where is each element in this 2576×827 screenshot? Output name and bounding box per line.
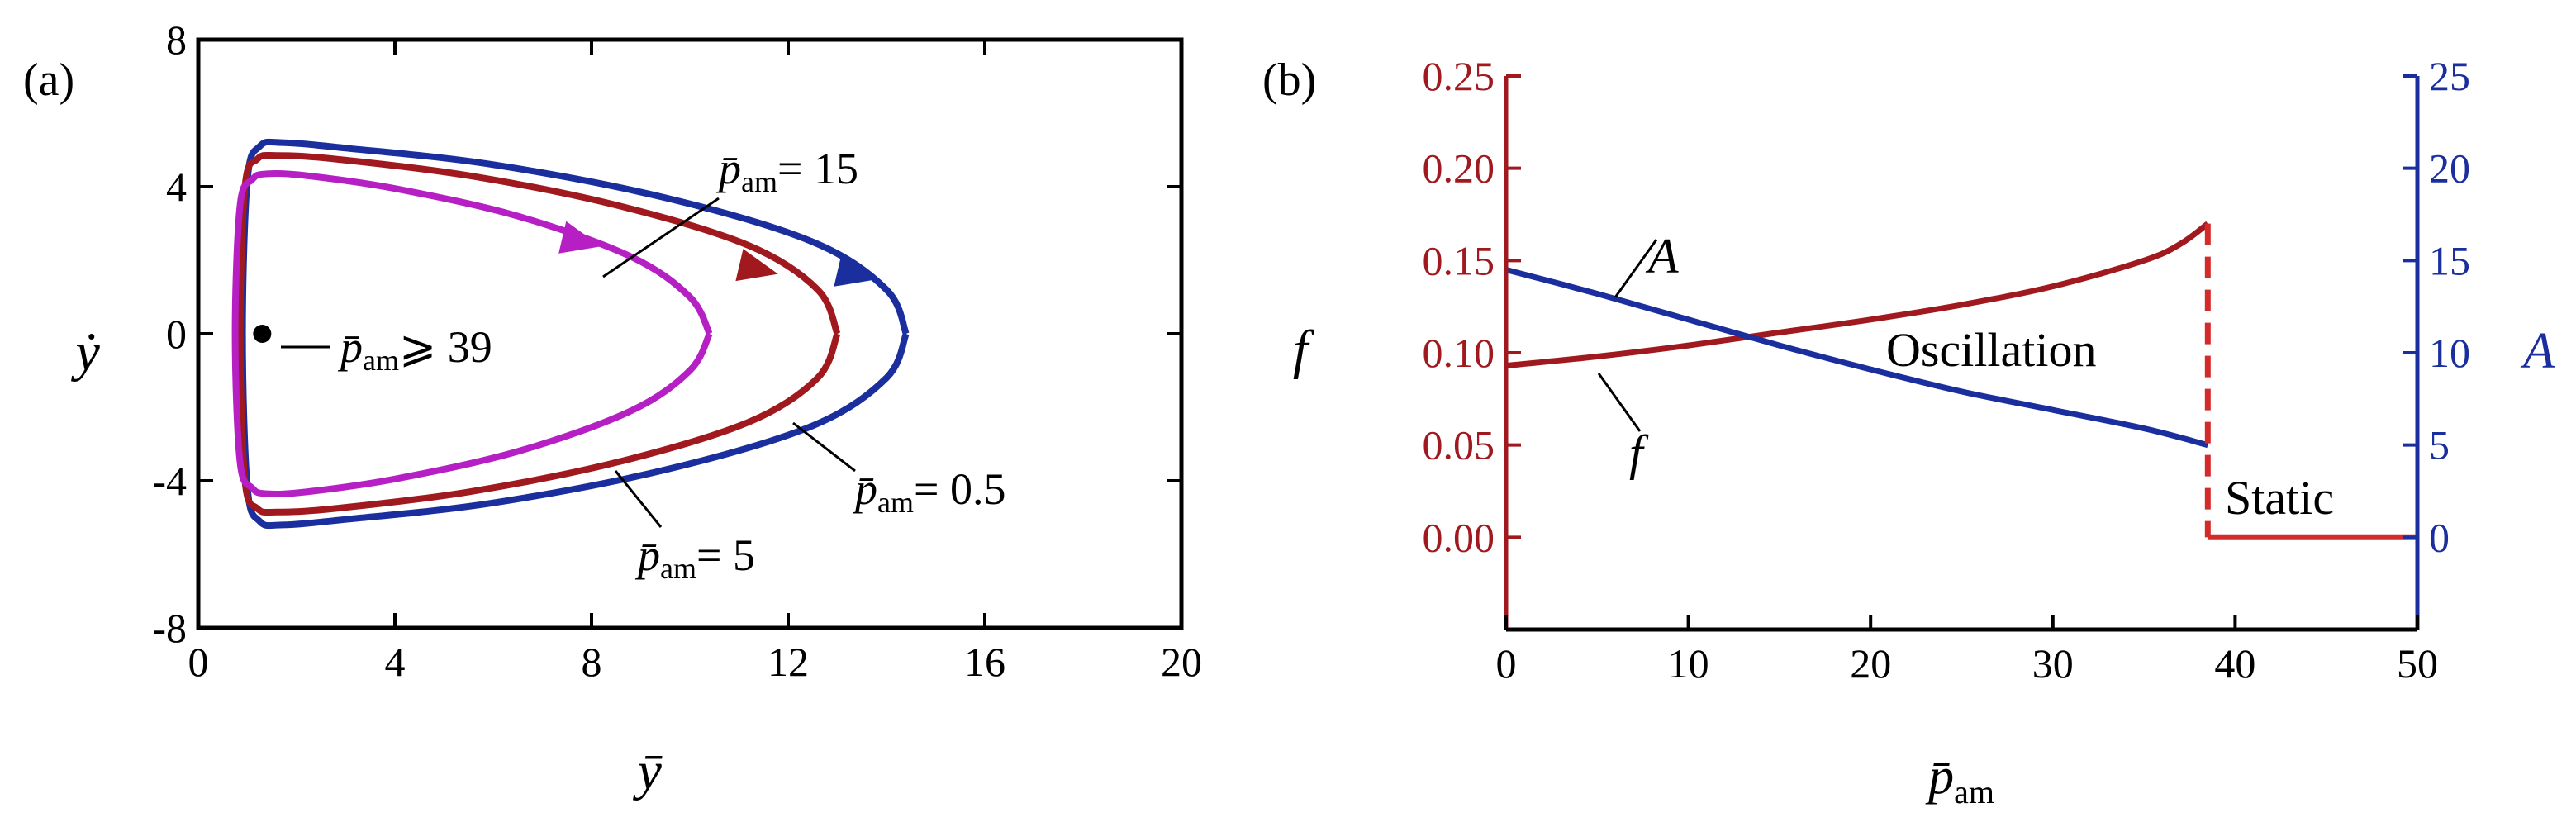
leader-line-15: [602, 197, 720, 278]
x-tick-label: 10: [1668, 640, 1709, 687]
x-tick-label: 20: [1161, 639, 1202, 685]
phase-curve-2: [231, 170, 713, 497]
x-tick-label: 20: [1850, 640, 1891, 687]
y-tick-label: 4: [166, 164, 187, 210]
series-line-A: [1505, 267, 2209, 449]
phase-curve-1: [236, 151, 841, 516]
panel-b-axes: 0 10 20 30 40 50 0.00 0.05 0.10 0.15 0.20 0.25 0 5 10 1…: [1423, 53, 2471, 687]
direction-arrow-0: [834, 254, 877, 287]
panel-b-label: (b): [1262, 55, 1316, 106]
right-tick-label: 5: [2429, 422, 2450, 468]
fixed-point-marker: [253, 325, 272, 343]
panel-b-left-axis-label: f: [1293, 320, 1314, 380]
leader-line-05: [792, 421, 856, 473]
annotation-pam-39: p̄am⩾ 39: [337, 322, 492, 377]
panel-a-curves: [231, 138, 910, 530]
leader-line-5: [614, 470, 663, 528]
direction-arrow-2: [558, 221, 601, 254]
region-label-static: Static: [2225, 471, 2334, 525]
region-label-oscillation: Oscillation: [1886, 323, 2097, 377]
right-tick-label: 25: [2429, 53, 2470, 99]
panel-a-x-axis-label: ȳ: [632, 741, 663, 801]
y-tick-label: -8: [152, 605, 187, 651]
right-tick-label: 15: [2429, 237, 2470, 283]
left-tick-label: 0.20: [1423, 145, 1495, 192]
panel-a-y-axis-label: ẏ: [70, 322, 100, 383]
x-tick-label: 40: [2214, 640, 2255, 687]
left-tick-label: 0.15: [1423, 237, 1495, 283]
panel-a-ticks: 0 4 8 12 16 20 -8 -4 0 4 8: [152, 17, 1202, 685]
annotation-pam-05: p̄am= 0.5: [852, 464, 1005, 519]
left-tick-label: 0.25: [1423, 53, 1495, 99]
y-tick-label: 0: [166, 311, 187, 357]
panel-b: (b) 0 10 20 30 40 500.000.050.100.150.200.250…: [1262, 53, 2555, 810]
left-tick-label: 0.00: [1423, 514, 1495, 560]
series-line-f: [1505, 221, 2210, 369]
annotation-pam-5: p̄am= 5: [634, 530, 755, 585]
panel-b-right-axis-label: A: [2520, 323, 2555, 379]
curve-leader-f: [1597, 373, 1642, 432]
annotation-pam-15: p̄am= 15: [715, 144, 858, 198]
curve-label-f: f: [1629, 425, 1649, 480]
x-tick-label: 4: [385, 639, 406, 685]
curve-label-A: A: [1645, 229, 1679, 283]
x-tick-label: 30: [2032, 640, 2074, 687]
x-tick-label: 12: [768, 639, 809, 685]
left-tick-label: 0.10: [1423, 330, 1495, 376]
panel-b-curves: [1505, 221, 2417, 540]
left-tick-label: 0.05: [1423, 422, 1495, 468]
direction-arrow-1: [735, 249, 778, 282]
right-tick-label: 0: [2429, 514, 2450, 560]
curve-leader-A: [1614, 239, 1658, 298]
panel-b-x-axis-label: p̄am: [1925, 749, 1994, 810]
x-tick-label: 16: [964, 639, 1005, 685]
panel-a-label: (a): [23, 55, 74, 106]
y-tick-label: 8: [166, 17, 187, 63]
x-tick-label: 50: [2397, 640, 2438, 687]
y-tick-label: -4: [152, 458, 187, 504]
right-tick-label: 20: [2429, 145, 2470, 192]
right-tick-label: 10: [2429, 330, 2470, 376]
x-tick-label: 0: [1496, 640, 1517, 687]
x-tick-label: 8: [582, 639, 602, 685]
x-tick-label: 0: [188, 639, 209, 685]
